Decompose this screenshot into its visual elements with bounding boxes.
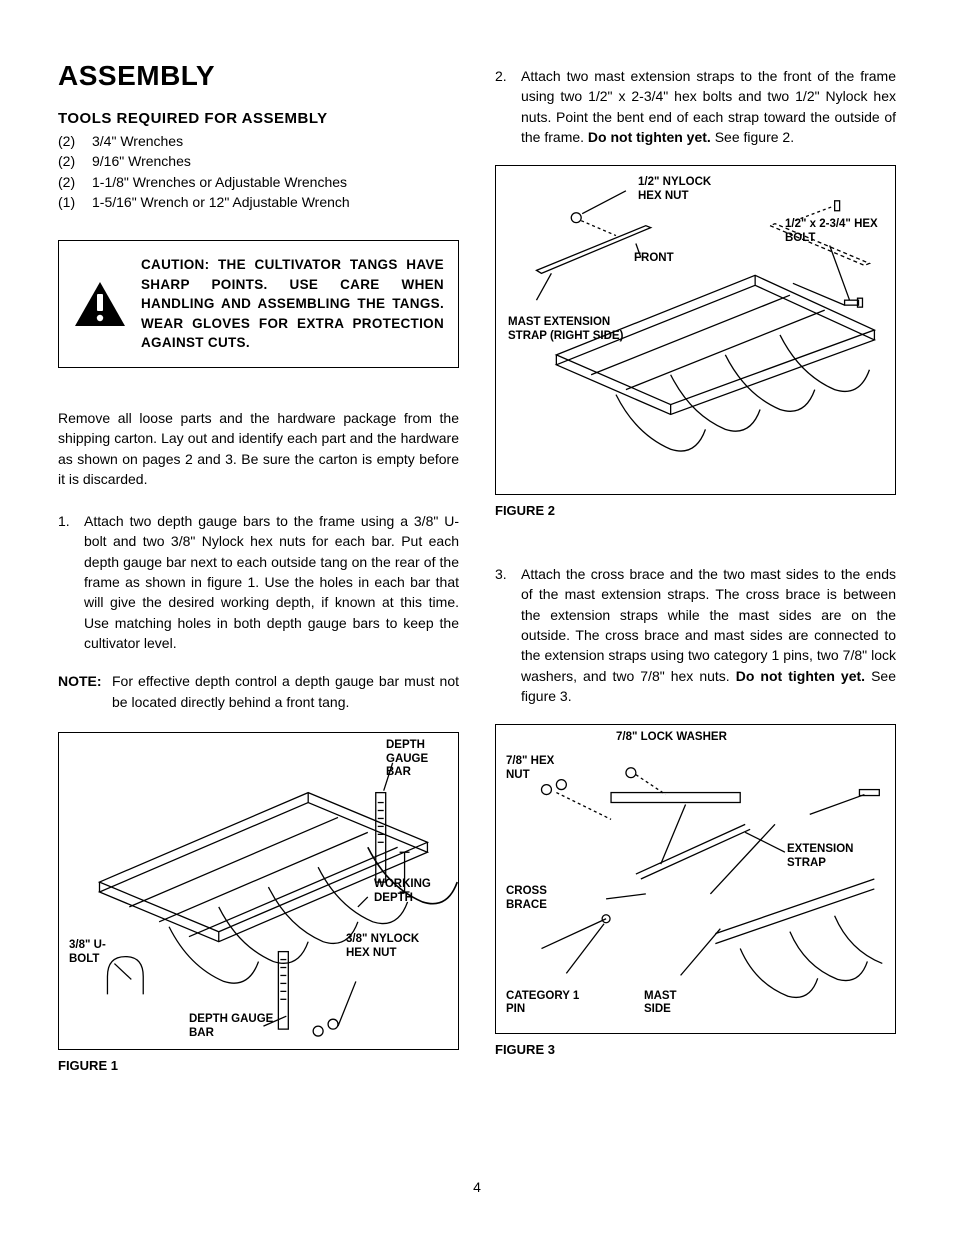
right-column: Attach two mast extension straps to the … [495,60,896,1165]
fig3-label-crossbrace: CROSS BRACE [506,885,566,913]
tool-desc: 3/4" Wrenches [92,131,183,151]
steps-list-right-1: Attach two mast extension straps to the … [495,66,896,147]
tool-desc: 1-5/16" Wrench or 12" Adjustable Wrench [92,192,350,212]
caution-box: CAUTION: THE CULTIVATOR TANGS HAVE SHARP… [58,240,459,368]
left-column: ASSEMBLY TOOLS REQUIRED FOR ASSEMBLY (2)… [58,60,459,1165]
fig3-label-cat1pin: CATEGORY 1 PIN [506,990,596,1018]
steps-list-left: Attach two depth gauge bars to the frame… [58,511,459,653]
step-3-text-a: Attach the cross brace and the two mast … [521,566,896,683]
steps-list-right-2: Attach the cross brace and the two mast … [495,564,896,706]
fig1-label-ubolt: 3/8" U-BOLT [69,939,129,967]
step-2-text-b: See figure 2. [711,129,794,145]
fig3-label-hexnut: 7/8" HEX NUT [506,755,576,783]
figure-2: 1/2" NYLOCK HEX NUT 1/2" x 2-3/4" HEX BO… [495,165,896,495]
step-2: Attach two mast extension straps to the … [495,66,896,147]
fig1-label-working-depth: WORKING DEPTH [374,878,446,906]
step-2-bold: Do not tighten yet. [588,129,711,145]
caution-text: CAUTION: THE CULTIVATOR TANGS HAVE SHARP… [141,255,444,353]
fig1-label-depth-gauge-top: DEPTH GAUGE BAR [386,739,446,780]
figure-3: 7/8" LOCK WASHER 7/8" HEX NUT EXTENSION … [495,724,896,1034]
page-number: 4 [58,1179,896,1195]
page: ASSEMBLY TOOLS REQUIRED FOR ASSEMBLY (2)… [0,0,954,1235]
tool-qty: (2) [58,151,92,171]
fig3-label-lockwasher: 7/8" LOCK WASHER [616,731,727,745]
note-text: For effective depth control a depth gaug… [112,673,459,709]
figure-1: DEPTH GAUGE BAR WORKING DEPTH 3/8" NYLOC… [58,732,459,1050]
tools-heading: TOOLS REQUIRED FOR ASSEMBLY [58,110,459,127]
tools-list: (2) 3/4" Wrenches (2) 9/16" Wrenches (2)… [58,131,459,212]
two-column-layout: ASSEMBLY TOOLS REQUIRED FOR ASSEMBLY (2)… [58,60,896,1165]
figure-1-caption: FIGURE 1 [58,1058,459,1073]
tool-row: (2) 3/4" Wrenches [58,131,459,151]
tool-desc: 1-1/8" Wrenches or Adjustable Wrenches [92,172,347,192]
note-label: NOTE: [58,671,102,691]
intro-paragraph: Remove all loose parts and the hardware … [58,408,459,489]
tool-desc: 9/16" Wrenches [92,151,191,171]
fig1-label-nylock: 3/8" NYLOCK HEX NUT [346,933,446,961]
fig2-label-strap: MAST EXTENSION STRAP (RIGHT SIDE) [508,316,638,344]
tool-row: (1) 1-5/16" Wrench or 12" Adjustable Wre… [58,192,459,212]
tool-qty: (2) [58,131,92,151]
step-1: Attach two depth gauge bars to the frame… [58,511,459,653]
figure-2-caption: FIGURE 2 [495,503,896,518]
step-3: Attach the cross brace and the two mast … [495,564,896,706]
fig3-label-mastside: MAST SIDE [644,990,704,1018]
fig2-label-front: FRONT [634,252,674,266]
step-3-bold: Do not tighten yet. [736,668,865,684]
fig2-label-nylock: 1/2" NYLOCK HEX NUT [638,176,738,204]
tool-row: (2) 1-1/8" Wrenches or Adjustable Wrench… [58,172,459,192]
fig1-label-depth-gauge-bottom: DEPTH GAUGE BAR [189,1013,279,1041]
fig3-label-extstrap: EXTENSION STRAP [787,843,873,871]
tool-qty: (2) [58,172,92,192]
figure-3-caption: FIGURE 3 [495,1042,896,1057]
tool-qty: (1) [58,192,92,212]
tool-row: (2) 9/16" Wrenches [58,151,459,171]
note: NOTE: For effective depth control a dept… [58,671,459,712]
fig2-label-hexbolt: 1/2" x 2-3/4" HEX BOLT [785,218,885,246]
page-title: ASSEMBLY [58,60,459,92]
warning-icon [73,280,127,328]
